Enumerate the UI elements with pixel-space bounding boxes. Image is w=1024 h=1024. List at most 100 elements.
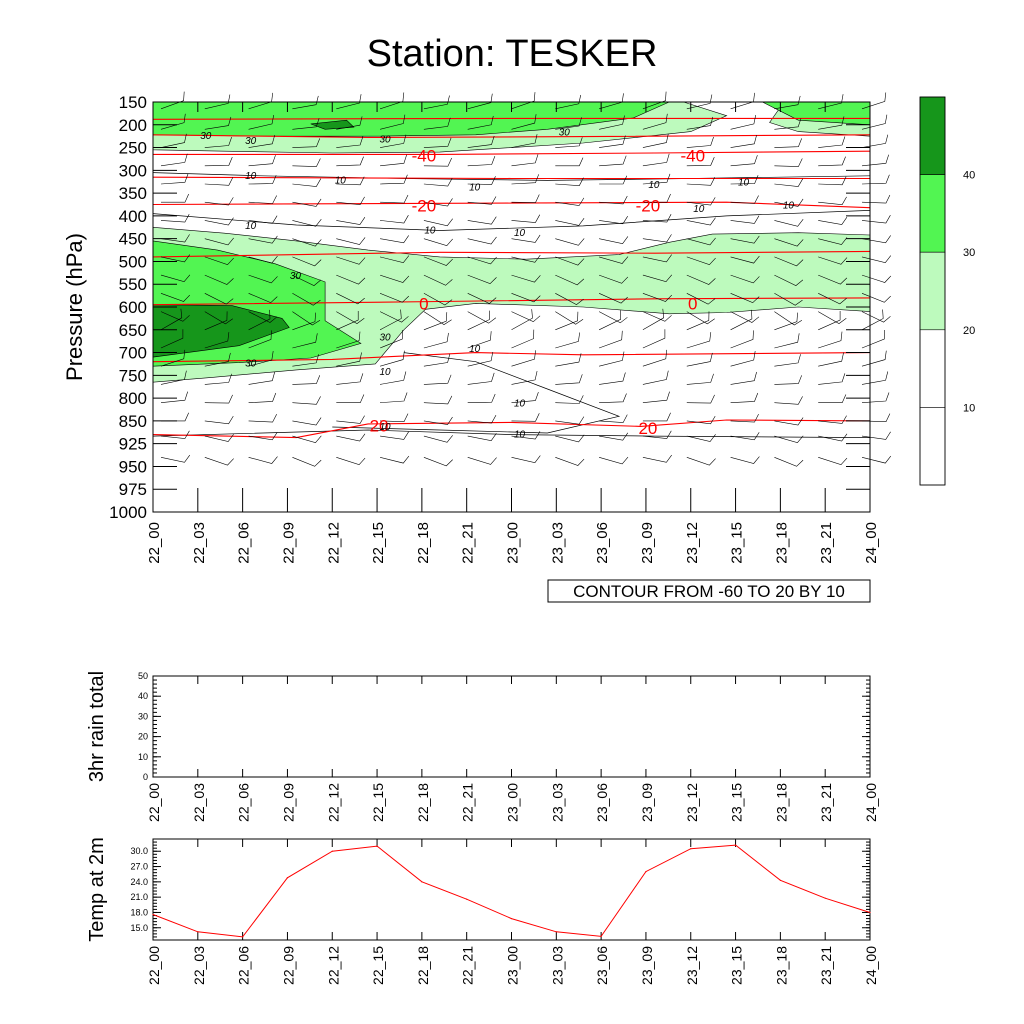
cross-section-panel: -40 -40 -20 -20 0 0 20 20 30 30 30 30 10 10 10 10 10 10 10…	[62, 91, 892, 603]
wind-barb	[380, 134, 407, 148]
wind-barb	[467, 293, 497, 304]
wind-barb	[599, 135, 626, 148]
wind-barb	[423, 395, 453, 405]
wind-barb	[292, 256, 322, 267]
wind-barb	[818, 394, 847, 403]
wind-barb	[292, 274, 322, 286]
wind-barb	[423, 256, 453, 266]
data-point	[197, 931, 199, 933]
wind-barb	[818, 293, 847, 305]
data-point	[600, 776, 602, 778]
wind-barb	[730, 274, 760, 284]
wind-barb	[336, 274, 366, 285]
wind-barb	[467, 216, 497, 225]
x-tick-label: 22_03	[191, 783, 207, 822]
x-tick-label: 23_15	[729, 946, 745, 985]
x-tick-label: 22_15	[370, 946, 386, 985]
colorbar-label: 20	[963, 325, 975, 337]
wind-barb	[467, 196, 497, 205]
y-tick-label: 850	[119, 412, 147, 431]
x-tick-label: 22_21	[460, 946, 476, 985]
wind-barb	[686, 332, 712, 349]
wind-barb	[555, 353, 582, 367]
wind-barb	[248, 456, 278, 464]
wind-barb	[248, 413, 277, 423]
wind-barb	[774, 198, 804, 207]
data-point	[510, 917, 513, 920]
wind-barb	[204, 332, 230, 349]
wind-barb	[467, 93, 493, 110]
wind-barb	[467, 115, 494, 130]
wind-barb	[467, 310, 490, 331]
x-tick-label: 22_21	[460, 783, 476, 822]
y-tick-label: 200	[119, 116, 147, 135]
data-point	[466, 898, 468, 900]
wind-barb	[555, 395, 584, 404]
wind-barb	[599, 414, 628, 423]
temp-contour-label: -40	[680, 146, 705, 165]
wind-barb	[555, 311, 584, 325]
colorbar: 10 20 30 40	[919, 96, 975, 486]
wind-barb	[818, 433, 848, 442]
wind-barb	[380, 255, 410, 264]
wind-barb	[730, 392, 759, 403]
wind-barb	[423, 117, 451, 130]
wind-barb	[248, 293, 278, 304]
data-point	[152, 913, 154, 916]
rh-contour-label: 10	[783, 201, 795, 212]
wind-barb	[336, 311, 365, 324]
x-tick-label: 22_18	[415, 783, 431, 822]
rh-contour-label: 30	[559, 128, 571, 139]
temp-contour-label: 20	[638, 419, 657, 438]
wind-barb	[730, 413, 759, 423]
wind-barb	[467, 135, 495, 148]
wind-barb	[599, 155, 627, 167]
wind-barb	[511, 134, 538, 148]
colorbar-segment	[919, 251, 946, 331]
wind-barb	[686, 352, 713, 367]
wind-barb	[380, 274, 410, 283]
wind-barb	[292, 198, 322, 207]
wind-barb	[511, 431, 541, 440]
wind-barb	[292, 138, 321, 148]
wind-barb	[818, 415, 847, 424]
wind-barb	[774, 435, 804, 444]
data-point	[421, 881, 423, 883]
y-tick-label: 50	[138, 671, 148, 681]
wind-barb	[204, 311, 233, 325]
wind-barb	[511, 194, 540, 203]
x-tick-label: 23_03	[549, 946, 565, 985]
wind-barb	[774, 274, 804, 286]
rh-contour-label: 30	[290, 271, 302, 282]
wind-barb	[336, 94, 362, 110]
wind-barb	[379, 309, 402, 331]
wind-barb	[555, 457, 585, 466]
rain-panel: 0 10 20 30 40 50 22_00 22_03 22_06 22_09 22_12 22_1…	[86, 671, 879, 822]
wind-barb	[818, 156, 846, 167]
wind-barb	[555, 157, 584, 167]
rh-contour-line	[332, 352, 621, 434]
rh-contour-label: 30	[245, 136, 257, 147]
wind-barb	[730, 293, 760, 304]
wind-barb	[380, 392, 408, 403]
y-axis-label: Temp at 2m	[86, 837, 108, 941]
wind-barb	[511, 455, 541, 464]
temp-contour-label: -40	[412, 146, 437, 165]
wind-barb	[467, 433, 497, 442]
wind-barb	[204, 256, 234, 266]
wind-barb	[511, 114, 537, 130]
wind-barb	[380, 92, 405, 110]
wind-barb	[599, 195, 628, 205]
wind-barb	[730, 175, 759, 185]
wind-barb	[686, 457, 716, 466]
wind-barb	[160, 454, 191, 463]
x-tick-label: 23_21	[818, 522, 835, 564]
rh-contour-label: 10	[648, 180, 660, 191]
wind-barb	[380, 215, 409, 224]
wind-barb	[248, 115, 274, 130]
x-tick-label: 23_18	[773, 783, 789, 822]
wind-barb	[642, 311, 672, 322]
wind-barb	[467, 155, 496, 167]
wind-barb	[511, 154, 539, 167]
